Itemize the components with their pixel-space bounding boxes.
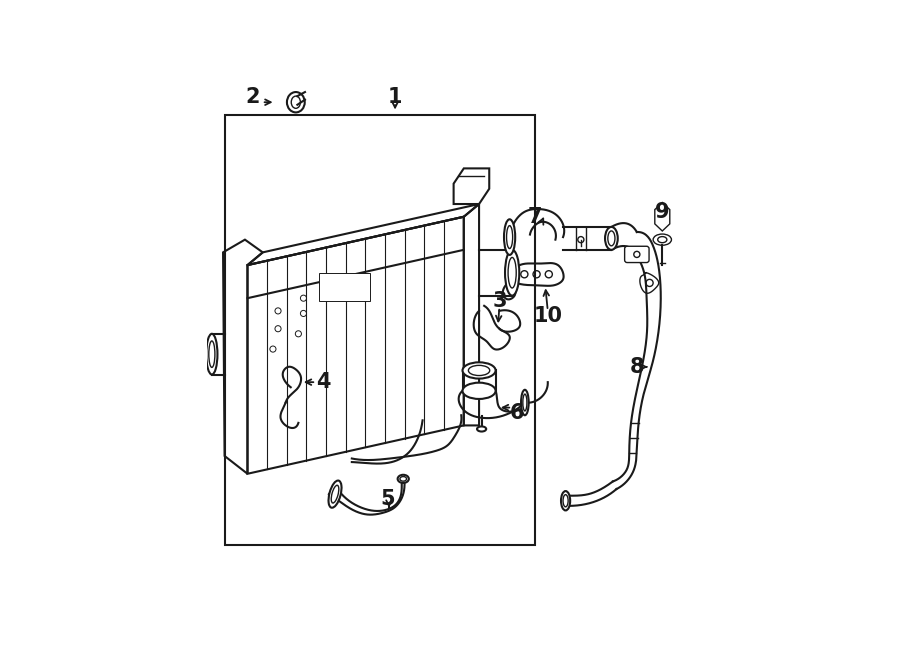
Text: 10: 10 [534, 306, 562, 326]
Ellipse shape [463, 362, 496, 379]
FancyBboxPatch shape [625, 247, 649, 262]
Text: 6: 6 [510, 403, 525, 422]
Bar [225, 115, 536, 545]
Bar [319, 273, 370, 301]
Text: 3: 3 [492, 291, 507, 311]
Text: 2: 2 [246, 87, 260, 107]
Ellipse shape [653, 234, 671, 245]
Ellipse shape [504, 219, 515, 255]
Ellipse shape [287, 92, 305, 112]
Text: 8: 8 [630, 357, 644, 377]
Ellipse shape [561, 491, 571, 510]
Ellipse shape [605, 227, 617, 250]
Ellipse shape [578, 237, 584, 243]
Polygon shape [655, 202, 670, 231]
Text: 4: 4 [317, 372, 331, 392]
Text: 7: 7 [527, 207, 543, 227]
Text: 5: 5 [380, 489, 395, 509]
Ellipse shape [328, 481, 341, 508]
Ellipse shape [477, 426, 486, 432]
Ellipse shape [398, 475, 409, 483]
Ellipse shape [521, 390, 528, 415]
Ellipse shape [206, 334, 218, 375]
Text: 1: 1 [388, 87, 402, 107]
Text: 9: 9 [655, 202, 670, 221]
Ellipse shape [463, 383, 496, 399]
Ellipse shape [505, 250, 519, 295]
